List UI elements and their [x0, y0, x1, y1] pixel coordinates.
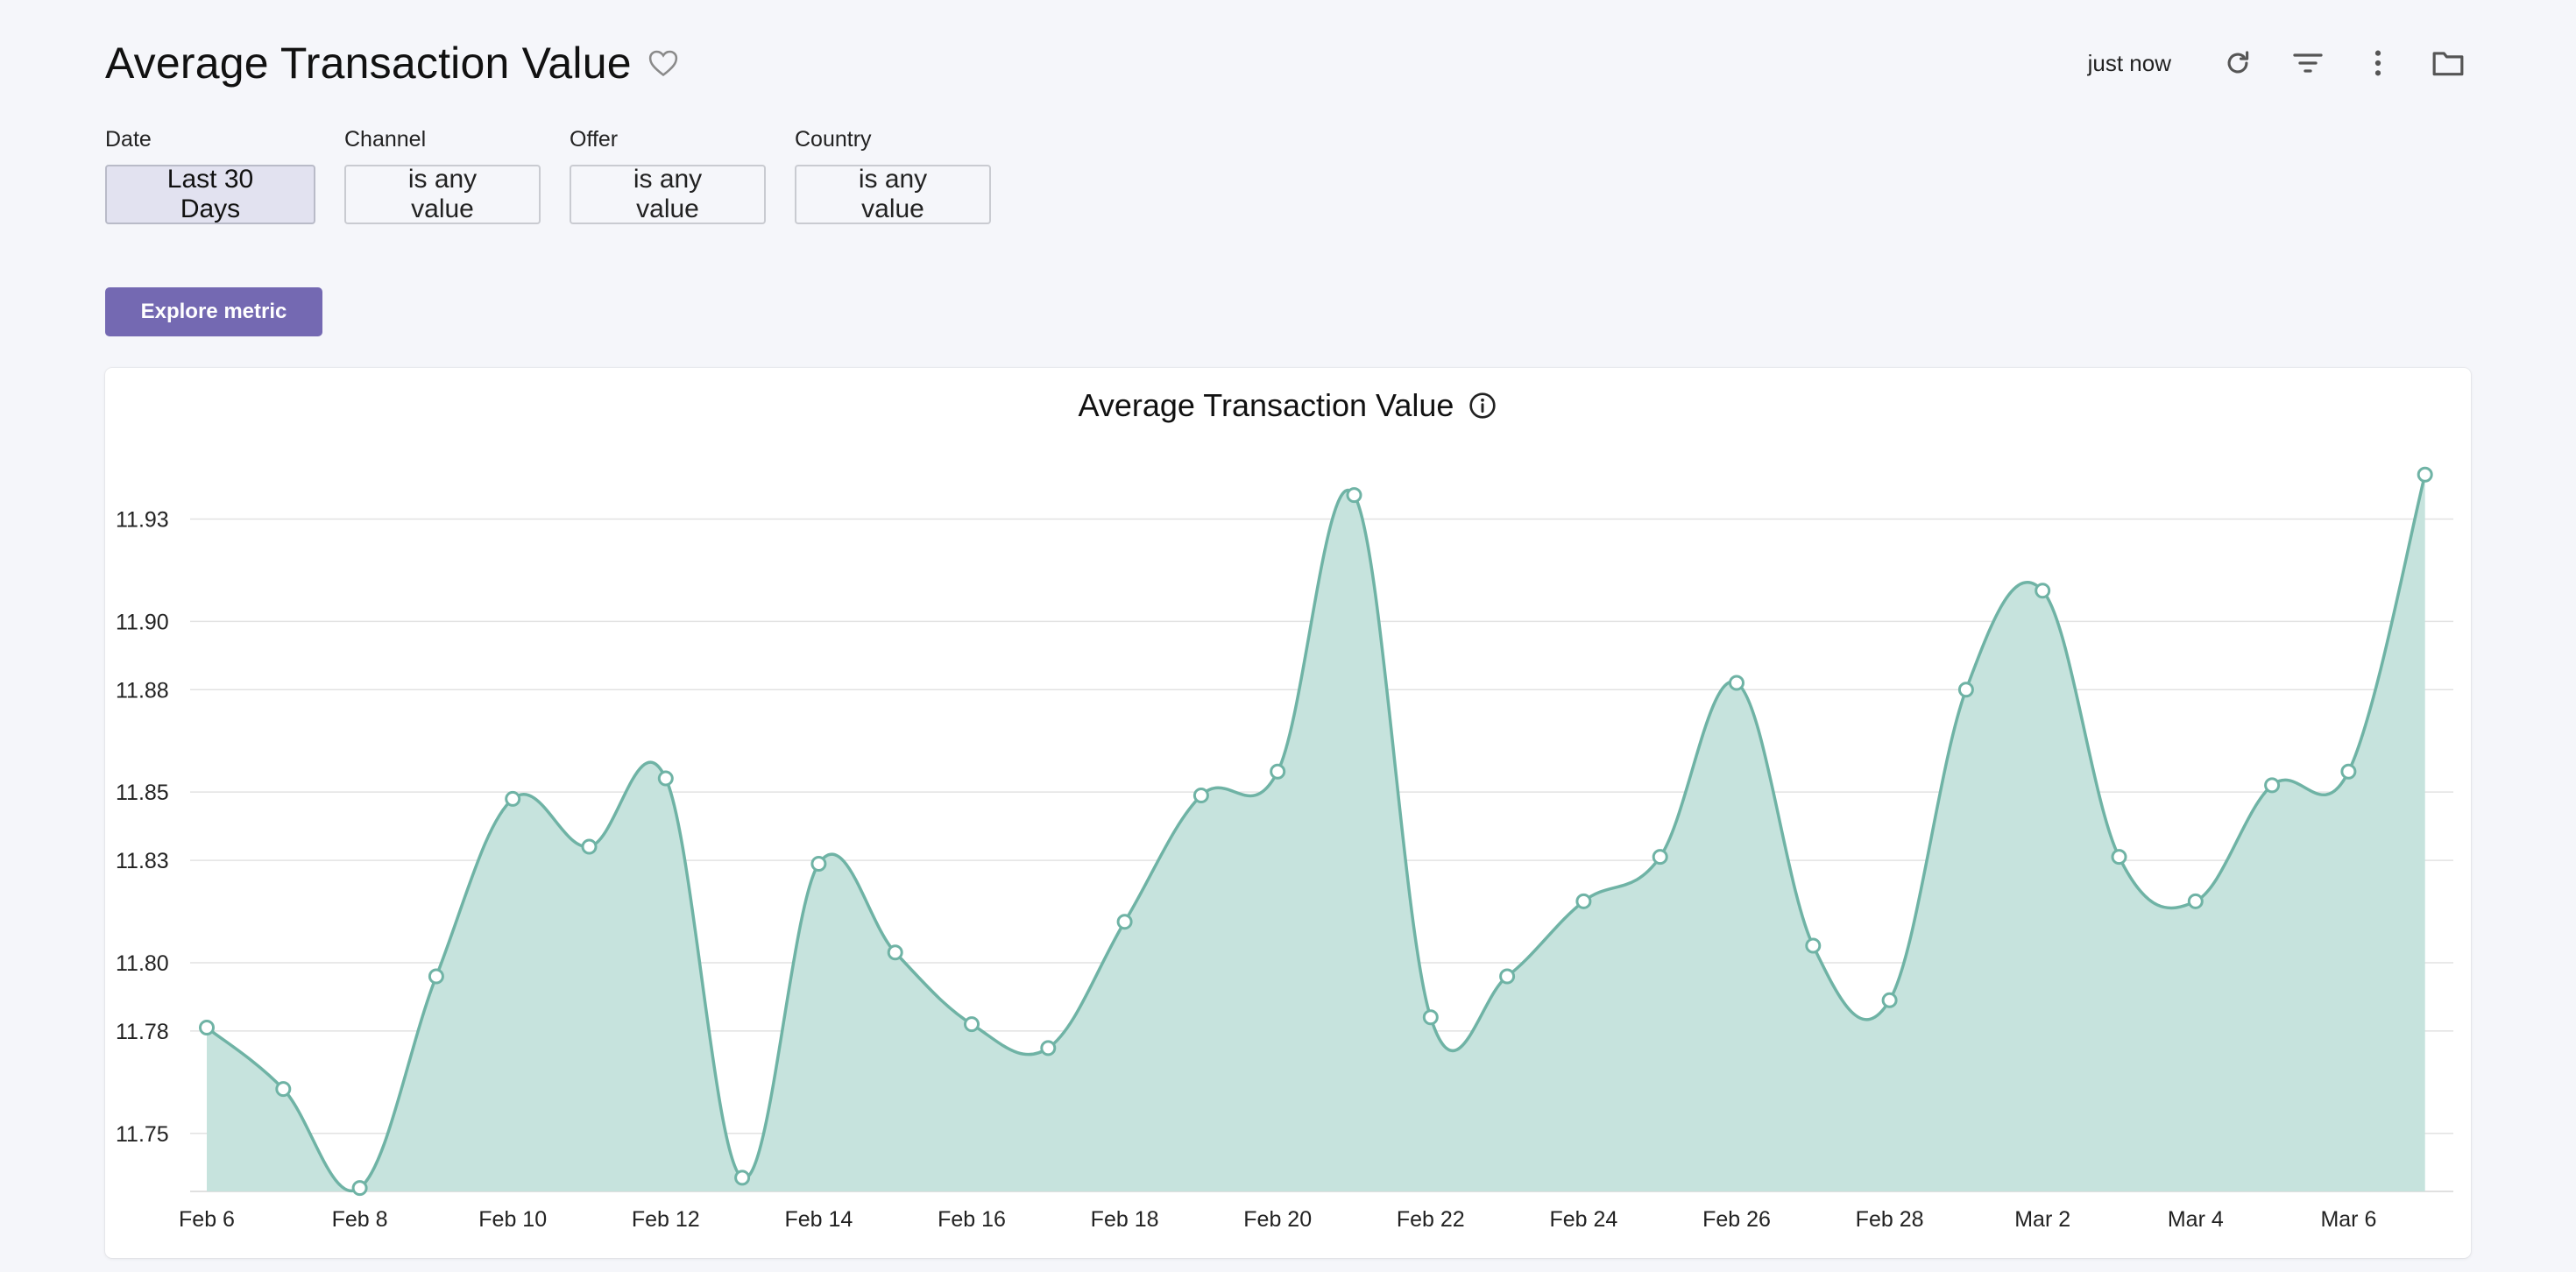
data-point — [2264, 777, 2281, 794]
chart-svg: 11.75 11.78 11.80 11.83 11.85 11.88 11.90 11.93… — [116, 466, 2453, 1232]
refresh-icon[interactable] — [2215, 40, 2261, 86]
data-point — [1805, 937, 1822, 954]
filter-channel: Channel is any value — [344, 124, 541, 224]
page-header: Average Transaction Value — [105, 35, 681, 91]
y-tick-label: 11.80 — [116, 951, 169, 976]
chart-header: Average Transaction Value — [105, 387, 2471, 424]
data-point — [1270, 763, 1286, 780]
filter-label-offer: Offer — [570, 127, 619, 152]
data-point — [1346, 487, 1362, 504]
data-point — [199, 1019, 215, 1035]
x-tick-label: Feb 24 — [1549, 1207, 1617, 1232]
y-tick-label: 11.85 — [116, 781, 169, 805]
x-tick-label: Feb 18 — [1091, 1207, 1159, 1232]
x-tick-label: Mar 6 — [2320, 1207, 2376, 1232]
data-point — [505, 790, 521, 807]
offer-filter-button[interactable]: is any value — [570, 165, 766, 224]
data-point — [1575, 893, 1592, 909]
heart-icon[interactable] — [646, 46, 681, 81]
data-point — [887, 944, 903, 961]
more-vertical-icon[interactable] — [2355, 40, 2401, 86]
data-point — [1116, 914, 1133, 930]
x-tick-label: Feb 6 — [179, 1207, 235, 1232]
filter-offer: Offer is any value — [570, 124, 766, 224]
channel-filter-button[interactable]: is any value — [344, 165, 541, 224]
data-point — [581, 838, 598, 855]
y-tick-label: 11.83 — [116, 849, 169, 873]
filter-country: Country is any value — [795, 124, 991, 224]
data-point — [351, 1180, 368, 1197]
x-tick-label: Feb 26 — [1702, 1207, 1771, 1232]
x-tick-label: Mar 4 — [2168, 1207, 2224, 1232]
y-tick-label: 11.90 — [116, 610, 169, 634]
x-tick-label: Feb 8 — [332, 1207, 388, 1232]
x-tick-label: Feb 28 — [1856, 1207, 1924, 1232]
data-point — [1040, 1040, 1057, 1056]
data-point — [428, 968, 444, 985]
data-point — [657, 770, 674, 787]
filter-bar: Date Last 30 Days Channel is any value O… — [105, 124, 1020, 224]
last-refreshed-text: just now — [2087, 49, 2171, 76]
dashboard-toolbar: just now — [2088, 37, 2471, 89]
x-tick-label: Feb 16 — [938, 1207, 1006, 1232]
data-point — [2187, 893, 2204, 909]
data-point — [1422, 1009, 1439, 1026]
y-tick-label: 11.78 — [116, 1020, 169, 1044]
y-tick-label: 11.75 — [116, 1122, 169, 1147]
data-point — [1957, 682, 1974, 698]
filter-icon[interactable] — [2285, 40, 2331, 86]
info-icon[interactable] — [1468, 391, 1497, 420]
x-tick-label: Feb 12 — [632, 1207, 700, 1232]
y-tick-label: 11.93 — [116, 507, 169, 532]
data-point — [1881, 992, 1898, 1008]
data-point — [734, 1170, 751, 1186]
data-point — [2035, 583, 2051, 599]
filter-label-channel: Channel — [344, 127, 427, 152]
filter-label-country: Country — [795, 127, 872, 152]
x-tick-label: Feb 22 — [1397, 1207, 1465, 1232]
data-point — [1192, 788, 1209, 804]
country-filter-button[interactable]: is any value — [795, 165, 991, 224]
chart-title: Average Transaction Value — [1078, 387, 1454, 423]
data-point — [810, 855, 827, 872]
data-point — [1499, 968, 1516, 985]
data-point — [275, 1081, 292, 1098]
data-point — [1729, 675, 1744, 691]
filter-label-date: Date — [105, 127, 152, 152]
data-point — [2417, 466, 2433, 483]
y-tick-label: 11.88 — [116, 678, 169, 703]
data-point — [964, 1016, 980, 1033]
chart-card: 11.75 11.78 11.80 11.83 11.85 11.88 11.90 11.93… — [105, 368, 2471, 1258]
explore-metric-button[interactable]: Explore metric — [105, 287, 322, 336]
folder-icon[interactable] — [2425, 40, 2471, 86]
data-point — [1652, 849, 1668, 866]
filter-date: Date Last 30 Days — [105, 124, 315, 224]
series-area — [207, 474, 2425, 1191]
x-tick-label: Feb 14 — [784, 1207, 853, 1232]
date-filter-button[interactable]: Last 30 Days — [105, 165, 315, 224]
x-tick-label: Mar 2 — [2014, 1207, 2070, 1232]
page-title: Average Transaction Value — [105, 39, 632, 88]
x-tick-label: Feb 20 — [1243, 1207, 1312, 1232]
data-point — [2111, 849, 2127, 866]
data-point — [2340, 763, 2357, 780]
x-tick-label: Feb 10 — [478, 1207, 547, 1232]
